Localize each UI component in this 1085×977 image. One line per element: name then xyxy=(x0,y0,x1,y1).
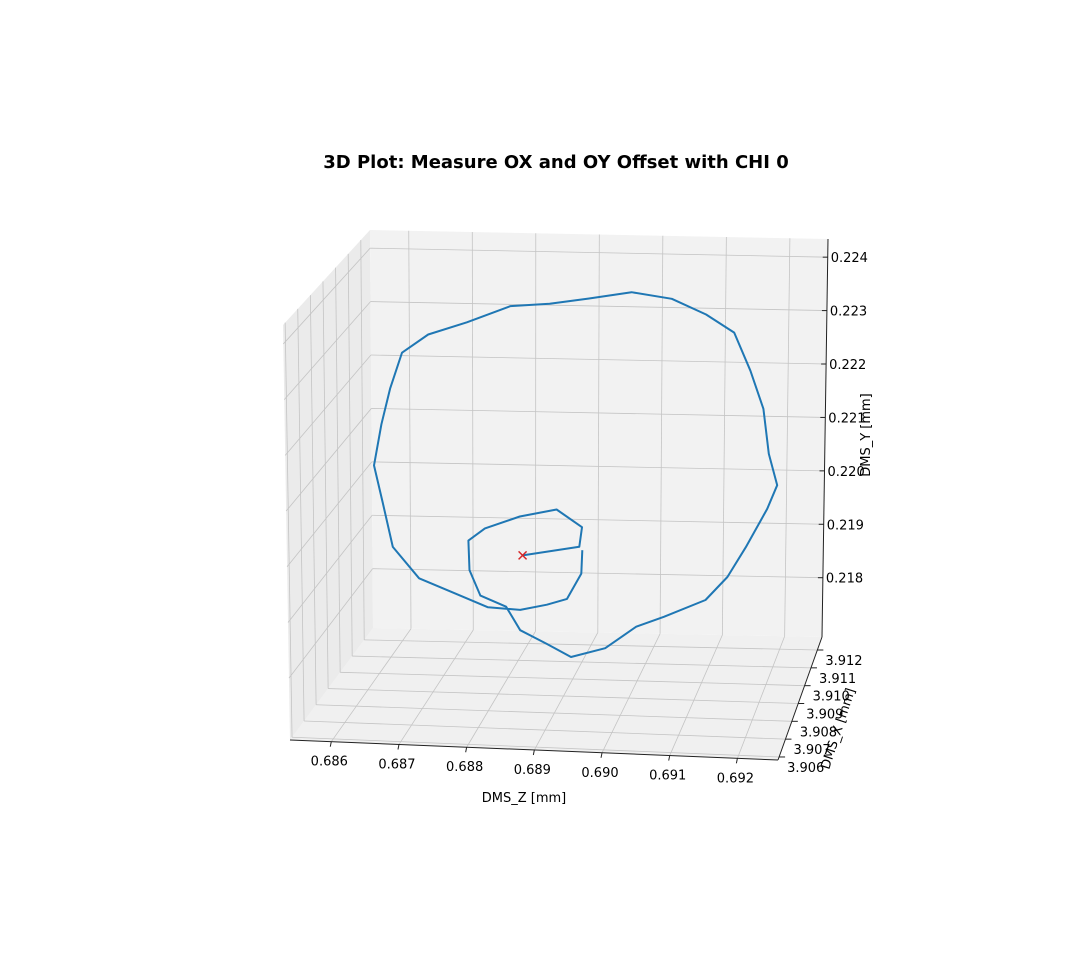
x-tick xyxy=(668,755,671,761)
y-tick-label: 3.909 xyxy=(806,707,843,722)
floor-pane xyxy=(290,628,822,760)
grid-line xyxy=(286,461,373,568)
grid-line xyxy=(659,235,664,634)
grid-line xyxy=(335,267,341,673)
x-tick xyxy=(735,758,738,764)
x-tick-label: 0.687 xyxy=(378,757,415,772)
x-axis-label: DMS_Z [mm] xyxy=(482,791,567,806)
grid-line xyxy=(283,301,371,400)
y-tick-label: 3.906 xyxy=(787,761,824,776)
x-tick xyxy=(465,747,468,753)
grid-line xyxy=(371,461,825,472)
z-tick-label: 0.219 xyxy=(827,518,864,533)
y-tick-label: 3.911 xyxy=(819,672,856,687)
grid-line xyxy=(328,688,799,704)
grid-line xyxy=(370,354,827,365)
grid-line xyxy=(304,720,786,740)
grid-line xyxy=(322,281,329,689)
back-pane xyxy=(370,230,828,637)
x-tick-label: 0.690 xyxy=(581,766,618,781)
data-line xyxy=(373,291,779,658)
y-tick-label: 3.908 xyxy=(800,725,837,740)
x-tick-label: 0.691 xyxy=(649,769,686,784)
grid-line xyxy=(297,308,305,722)
x-tick xyxy=(532,749,535,756)
z-tick-label: 0.218 xyxy=(826,572,863,587)
x-tick-label: 0.689 xyxy=(514,763,551,778)
z-axis-label: DMS_Y [mm] xyxy=(859,393,874,477)
chart-title: 3D Plot: Measure OX and OY Offset with C… xyxy=(323,152,788,173)
grid-line xyxy=(284,354,372,456)
grid-line xyxy=(370,247,828,258)
y-tick-label: 3.907 xyxy=(793,743,830,758)
grid-line xyxy=(372,568,823,579)
z-tick-label: 0.221 xyxy=(828,411,865,426)
y-tick-label: 3.912 xyxy=(825,654,862,669)
x-tick-label: 0.688 xyxy=(446,760,483,775)
grid-line xyxy=(721,236,727,636)
grid-line xyxy=(408,230,412,629)
z-tick-label: 0.220 xyxy=(828,465,865,480)
y-axis-line xyxy=(777,636,823,761)
x-tick xyxy=(329,741,332,747)
grid-line xyxy=(352,655,811,669)
grid-line xyxy=(287,515,373,623)
y-tick-label: 3.910 xyxy=(813,690,850,705)
grid-line xyxy=(285,408,372,512)
grid-line xyxy=(316,704,792,722)
grid-line xyxy=(371,408,826,418)
x-tick-label: 0.686 xyxy=(311,755,348,770)
grid-line xyxy=(372,514,824,525)
z-tick-label: 0.222 xyxy=(829,358,866,373)
z-tick-label: 0.224 xyxy=(831,251,868,266)
x-tick-label: 0.692 xyxy=(717,771,754,786)
z-tick-label: 0.223 xyxy=(830,305,867,320)
x-tick xyxy=(600,752,603,758)
grid-line xyxy=(471,232,474,631)
marker xyxy=(518,550,528,560)
z-axis-line xyxy=(821,238,829,638)
grid-line xyxy=(284,322,293,738)
grid-line xyxy=(347,253,353,657)
grid-line xyxy=(360,240,365,640)
grid-line xyxy=(309,295,317,705)
x-tick xyxy=(397,744,400,750)
left-pane xyxy=(283,230,373,740)
grid-line xyxy=(288,568,373,679)
grid-line xyxy=(370,301,827,311)
grid-line xyxy=(340,671,805,687)
grid-line xyxy=(292,736,780,758)
grid-line xyxy=(784,238,791,637)
grid-line xyxy=(597,234,600,633)
grid-line xyxy=(364,639,818,651)
grid-line xyxy=(283,247,371,345)
